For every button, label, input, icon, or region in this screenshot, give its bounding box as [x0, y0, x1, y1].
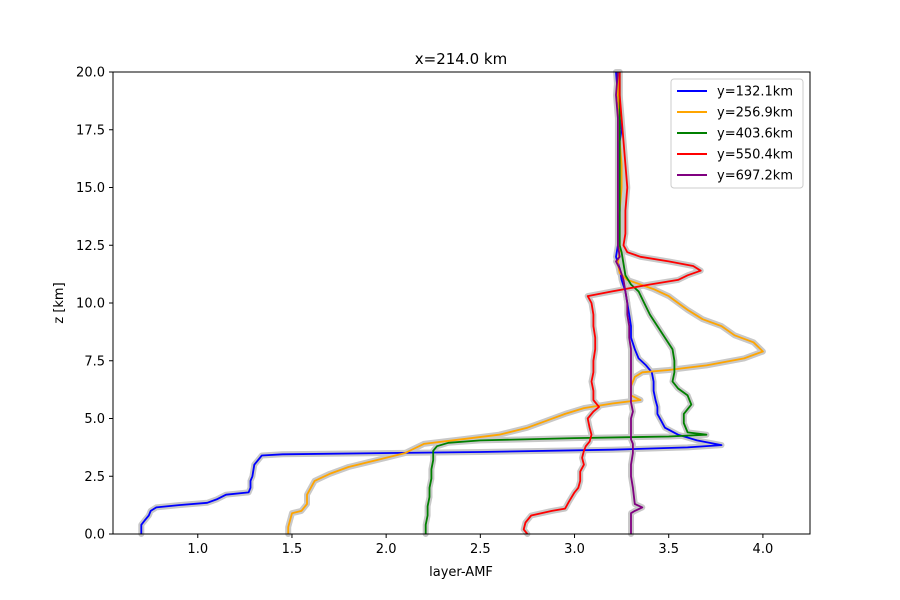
y-tick-label-8: 20.0: [76, 66, 105, 81]
legend-label-0: y=132.1km: [717, 85, 793, 100]
legend-label-1: y=256.9km: [717, 106, 793, 121]
y-tick-label-0: 0.0: [84, 528, 105, 543]
x-tick-label-0: 1.0: [187, 542, 208, 557]
legend-label-2: y=403.6km: [717, 127, 793, 142]
legend-label-4: y=697.2km: [717, 169, 793, 184]
chart-title: x=214.0 km: [415, 50, 507, 68]
x-axis-ticks: 1.0 1.5 2.0 2.5 3.0 3.5 4.0: [187, 534, 773, 557]
uncertainty-bands: [138, 69, 766, 537]
y-axis-ticks: 0.0 2.5 5.0 7.5 10.0 12.5 15.0 17.5 20.0: [76, 66, 113, 543]
y-tick-label-4: 10.0: [76, 297, 105, 312]
uncertainty-band-2: [422, 69, 710, 537]
series-line-3: [522, 72, 702, 535]
x-tick-label-1: 1.5: [282, 542, 303, 557]
legend-box: [670, 78, 804, 189]
x-axis-label: layer-AMF: [429, 565, 493, 580]
y-tick-label-2: 5.0: [84, 412, 105, 427]
y-axis-label: z [km]: [52, 282, 67, 323]
y-tick-label-5: 12.5: [76, 239, 105, 254]
x-tick-label-3: 2.5: [470, 542, 491, 557]
y-tick-label-7: 17.5: [76, 123, 105, 138]
x-tick-label-2: 2.0: [376, 542, 397, 557]
legend-label-3: y=550.4km: [717, 148, 793, 163]
x-tick-label-6: 4.0: [753, 542, 774, 557]
series-lines: [140, 71, 764, 535]
y-tick-label-6: 15.0: [76, 181, 105, 196]
series-line-2: [424, 72, 708, 534]
y-tick-label-1: 2.5: [84, 470, 105, 485]
x-tick-label-5: 3.5: [658, 542, 679, 557]
y-tick-label-3: 7.5: [84, 354, 105, 369]
x-tick-label-4: 3.0: [564, 542, 585, 557]
series-line-4: [615, 71, 644, 534]
legend: y=132.1km y=256.9km y=403.6km y=550.4km y=69…: [670, 78, 804, 189]
